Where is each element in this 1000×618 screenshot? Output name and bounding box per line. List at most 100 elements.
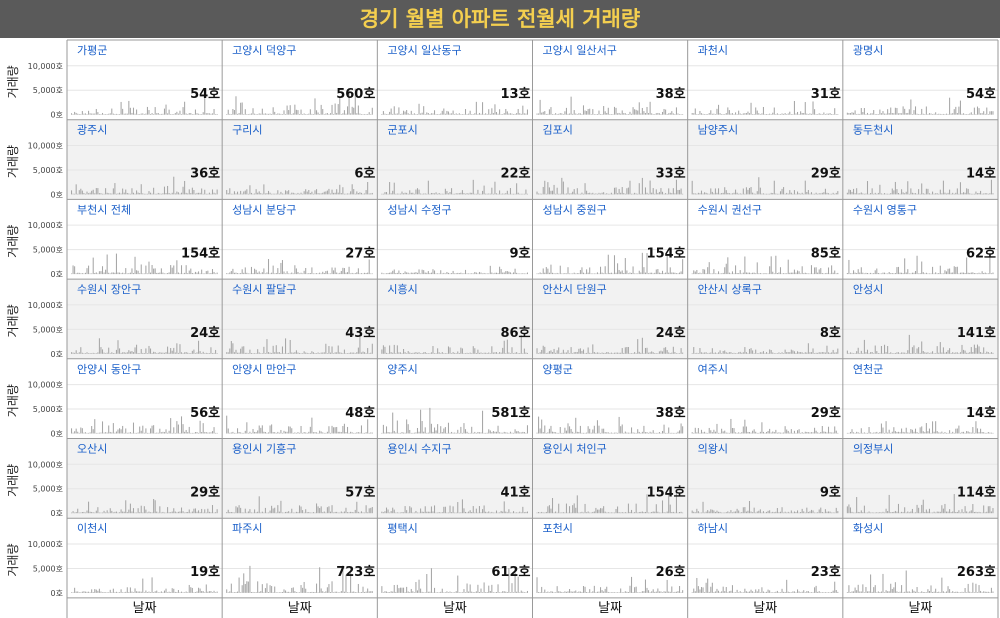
bar	[387, 193, 389, 195]
bar	[812, 432, 814, 434]
panel-value-label: 723호	[336, 565, 375, 580]
bar	[587, 592, 589, 593]
bar	[748, 113, 751, 115]
bar	[288, 190, 290, 195]
bar	[741, 512, 743, 514]
bar	[199, 273, 201, 275]
bar	[74, 431, 76, 434]
bar	[339, 96, 341, 115]
bar	[724, 591, 726, 593]
bar	[973, 592, 975, 593]
bar	[237, 507, 239, 514]
bar	[416, 590, 419, 593]
bar	[721, 273, 723, 275]
bar	[699, 193, 701, 195]
bar	[739, 113, 741, 115]
y-tick-label: 0호	[51, 509, 63, 518]
bar	[815, 430, 817, 434]
bar	[713, 113, 715, 115]
bar	[162, 592, 164, 593]
bar	[492, 431, 494, 434]
bar	[215, 114, 217, 115]
bar	[294, 193, 296, 195]
bar	[365, 353, 367, 354]
bar	[716, 273, 718, 275]
bar	[353, 432, 355, 434]
bar	[798, 512, 800, 514]
bar	[291, 587, 293, 593]
bar	[367, 588, 369, 593]
bar	[823, 592, 825, 593]
bar	[177, 424, 179, 434]
bar	[337, 431, 339, 434]
bar	[454, 592, 456, 593]
bar	[272, 345, 274, 354]
bar	[550, 350, 552, 354]
bar	[567, 512, 569, 514]
bar	[584, 110, 586, 115]
bar	[854, 272, 856, 275]
bar	[252, 428, 254, 434]
bar	[176, 512, 178, 514]
bar	[320, 431, 322, 434]
bar	[115, 431, 117, 434]
bar	[385, 273, 388, 275]
bar	[244, 190, 246, 195]
bar	[509, 272, 511, 275]
bar	[233, 352, 235, 354]
bar	[452, 506, 454, 514]
bar	[970, 347, 972, 354]
bar	[783, 113, 785, 115]
bar	[661, 351, 664, 354]
y-tick-label: 5,000호	[33, 564, 63, 573]
bar	[809, 511, 811, 514]
bar	[817, 432, 819, 434]
bar	[399, 512, 401, 514]
bar	[185, 265, 187, 275]
bar	[735, 265, 737, 275]
bar	[165, 588, 167, 593]
bar	[798, 193, 800, 195]
bar	[942, 113, 944, 115]
bar	[553, 273, 555, 275]
bar	[92, 352, 94, 354]
bar	[809, 273, 811, 275]
bar	[463, 508, 465, 514]
bar	[713, 592, 715, 593]
bar	[427, 180, 429, 195]
bar	[229, 272, 231, 275]
bar	[643, 425, 645, 434]
bar	[80, 273, 82, 275]
bar	[964, 273, 966, 275]
bar	[933, 431, 935, 434]
bar	[106, 114, 108, 115]
bar	[640, 592, 642, 593]
bar	[429, 407, 431, 434]
bar	[480, 352, 482, 354]
bar	[832, 590, 834, 593]
bar	[336, 112, 338, 115]
bar	[156, 353, 158, 354]
bar	[281, 592, 283, 593]
panel-region-label: 의정부시	[853, 443, 893, 456]
bar	[285, 590, 287, 593]
bar	[252, 512, 254, 514]
bar	[505, 271, 507, 275]
bar	[101, 421, 104, 434]
bar	[266, 193, 268, 195]
bar	[409, 506, 411, 514]
bar	[260, 273, 262, 275]
bar	[620, 426, 622, 434]
bar	[921, 426, 923, 434]
bar	[142, 425, 144, 434]
bar	[959, 100, 961, 115]
bar	[486, 273, 488, 275]
bar	[637, 110, 639, 115]
bar	[820, 352, 822, 354]
bar	[283, 589, 285, 593]
bar	[204, 592, 206, 593]
bar	[541, 586, 543, 593]
bar	[292, 512, 294, 514]
